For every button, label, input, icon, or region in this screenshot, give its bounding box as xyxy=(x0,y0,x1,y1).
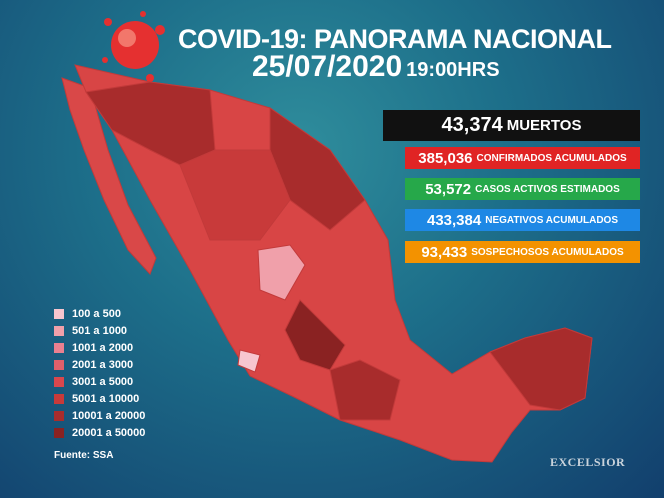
legend-swatch xyxy=(54,359,64,370)
state-dark xyxy=(85,81,216,166)
mexico-map xyxy=(61,64,593,463)
legend: 100 a 500 501 a 1000 1001 a 2000 2001 a 300… xyxy=(54,305,145,441)
legend-item: 100 a 500 xyxy=(54,305,145,322)
stat-value: 53,572 xyxy=(425,180,472,198)
legend-label: 1001 a 2000 xyxy=(72,341,134,354)
legend-label: 20001 a 50000 xyxy=(72,426,146,439)
legend-item: 2001 a 3000 xyxy=(54,356,145,373)
legend-label: 10001 a 20000 xyxy=(72,409,146,422)
stat-label: SOSPECHOSOS ACUMULADOS xyxy=(471,246,624,258)
stat-value: 43,374 xyxy=(441,114,503,136)
legend-swatch xyxy=(54,427,64,438)
legend-item: 1001 a 2000 xyxy=(54,339,145,356)
legend-swatch xyxy=(54,376,64,387)
state-dark xyxy=(284,299,346,371)
legend-swatch xyxy=(54,308,64,319)
legend-item: 5001 a 10000 xyxy=(54,390,145,407)
stat-value: 385,036 xyxy=(418,149,473,167)
stat-box: 43,374 MUERTOS xyxy=(383,110,640,141)
date: 25/07/2020 19:00HRS xyxy=(252,50,500,84)
legend-label: 501 a 1000 xyxy=(72,324,128,337)
legend-label: 5001 a 10000 xyxy=(72,392,140,405)
state-light xyxy=(257,244,306,301)
legend-label: 3001 a 5000 xyxy=(72,375,134,388)
state-dark xyxy=(329,359,401,421)
stat-label: CASOS ACTIVOS ESTIMADOS xyxy=(475,183,620,195)
legend-swatch xyxy=(54,342,64,353)
legend-item: 10001 a 20000 xyxy=(54,407,145,424)
time: 19:00HRS xyxy=(406,59,500,81)
state-light xyxy=(237,349,261,373)
stat-box: 93,433 SOSPECHOSOS ACUMULADOS xyxy=(405,241,640,263)
legend-label: 2001 a 3000 xyxy=(72,358,134,371)
legend-swatch xyxy=(54,393,64,404)
logo: EXCELSIOR xyxy=(550,455,626,469)
legend-item: 501 a 1000 xyxy=(54,322,145,339)
legend-swatch xyxy=(54,410,64,421)
date-text: 25/07/2020 xyxy=(252,50,403,83)
legend-item: 20001 a 50000 xyxy=(54,424,145,441)
source: Fuente: SSA xyxy=(54,450,114,461)
stat-value: 433,384 xyxy=(426,211,482,229)
stat-box: 385,036 CONFIRMADOS ACUMULADOS xyxy=(405,147,640,169)
state-dark xyxy=(489,327,593,411)
state-mid xyxy=(179,149,291,241)
title: COVID-19: PANORAMA NACIONAL xyxy=(178,24,612,54)
legend-swatch xyxy=(54,325,64,336)
stat-box: 53,572 CASOS ACTIVOS ESTIMADOS xyxy=(405,178,640,200)
stat-label: CONFIRMADOS ACUMULADOS xyxy=(476,152,627,164)
legend-item: 3001 a 5000 xyxy=(54,373,145,390)
stat-label: NEGATIVOS ACUMULADOS xyxy=(485,214,618,226)
stat-label: MUERTOS xyxy=(506,117,582,134)
legend-label: 100 a 500 xyxy=(72,307,121,320)
baja-california xyxy=(61,77,157,275)
stat-value: 93,433 xyxy=(421,243,468,261)
globe-icon xyxy=(102,11,165,82)
stat-box: 433,384 NEGATIVOS ACUMULADOS xyxy=(405,209,640,231)
